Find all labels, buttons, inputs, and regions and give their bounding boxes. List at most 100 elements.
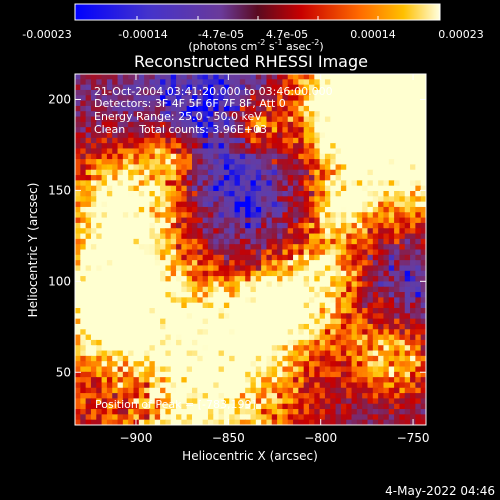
heatmap-cell [207,175,214,181]
heatmap-cell [282,339,289,346]
heatmap-cell [319,419,326,425]
heatmap-cell [165,387,172,394]
heatmap-cell [282,265,289,272]
heatmap-cell [378,116,385,123]
heatmap-cell [335,244,342,251]
heatmap-cell [245,281,252,288]
heatmap-cell [176,355,182,362]
heatmap-cell [388,270,395,277]
heatmap-cell [340,74,347,80]
heatmap-cell [101,270,108,277]
heatmap-cell [314,329,321,336]
heatmap-cell [298,180,305,187]
heatmap-cell [106,89,113,96]
heatmap-cell [213,254,220,261]
heatmap-cell [96,180,103,187]
heatmap-cell [298,74,305,80]
heatmap-cell [250,345,257,352]
heatmap-cell [319,127,326,134]
heatmap-cell [255,276,262,283]
heatmap-cell [245,191,252,197]
heatmap-cell [314,228,321,235]
heatmap-cell [239,361,246,368]
heatmap-cell [378,361,385,368]
heatmap-cell [149,212,156,219]
heatmap-cell [309,217,315,224]
heatmap-cell [170,89,177,96]
heatmap-cell [75,111,81,118]
heatmap-cell [255,116,262,123]
heatmap-cell [144,222,151,229]
heatmap-cell [346,79,353,86]
heatmap-cell [144,217,151,224]
heatmap-cell [410,228,416,235]
heatmap-cell [266,206,273,213]
heatmap-cell [128,302,135,309]
heatmap-cell [388,228,395,235]
heatmap-cell [367,323,374,330]
heatmap-cell [207,143,214,150]
heatmap-cell [314,148,321,155]
heatmap-cell [372,175,379,181]
heatmap-cell [282,89,289,96]
heatmap-cell [255,387,262,394]
heatmap-cell [282,313,289,320]
heatmap-cell [415,254,422,261]
heatmap-cell [112,387,119,394]
heatmap-cell [394,196,401,203]
heatmap-cell [378,334,385,341]
heatmap-cell [293,217,299,224]
heatmap-cell [298,196,305,203]
heatmap-cell [144,308,151,314]
heatmap-cell [250,228,257,235]
heatmap-cell [367,409,374,415]
heatmap-cell [106,345,113,352]
heatmap-cell [207,100,214,107]
heatmap-cell [324,419,331,425]
heatmap-cell [160,89,167,96]
heatmap-cell [293,100,299,107]
heatmap-cell [101,201,108,208]
heatmap-cell [250,297,257,304]
heatmap-cell [234,159,241,166]
heatmap-cell [362,153,369,160]
heatmap-cell [106,84,113,91]
heatmap-cell [410,414,416,421]
heatmap-cell [378,286,385,293]
x-axis: −900 −850 −800 −750 [119,74,430,445]
heatmap-cell [367,302,374,309]
heatmap-cell [367,276,374,283]
heatmap-cell [293,185,299,192]
heatmap-cell [165,116,172,123]
heatmap-cell [154,393,161,400]
heatmap-cell [85,281,92,288]
heatmap-cell [213,414,220,421]
heatmap-cell [351,132,358,139]
heatmap-cell [170,270,177,277]
heatmap-cell [128,297,135,304]
heatmap-cell [181,137,188,144]
heatmap-cell [383,254,390,261]
heatmap-cell [367,297,374,304]
colorbar-tick-label: -0.00023 [22,28,71,41]
heatmap-cell [75,159,81,166]
heatmap-cell [378,191,385,197]
heatmap-cell [314,132,321,139]
heatmap-cell [351,334,358,341]
heatmap-cell [410,233,416,240]
heatmap-cell [309,414,315,421]
heatmap-cell [351,270,358,277]
heatmap-cell [293,132,299,139]
heatmap-cell [149,308,156,314]
heatmap-cell [388,137,395,144]
heatmap-cell [314,143,321,150]
heatmap-cell [367,238,374,245]
heatmap-cell [383,105,390,112]
heatmap-cell [106,74,113,80]
heatmap-cell [319,265,326,272]
heatmap-cell [287,292,294,298]
heatmap-cell [245,132,252,139]
heatmap-cell [112,153,119,160]
heatmap-cell [309,419,315,425]
heatmap-cell [378,387,385,394]
